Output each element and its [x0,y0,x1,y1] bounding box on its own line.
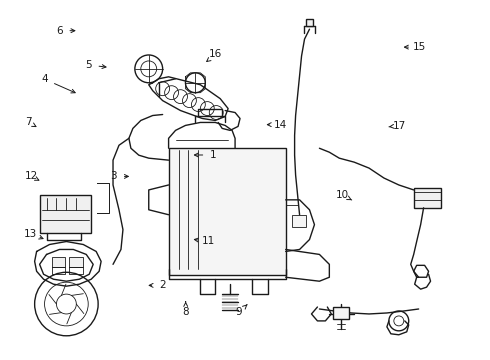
Text: 5: 5 [85,60,92,70]
Text: 16: 16 [209,49,222,59]
Text: 11: 11 [202,237,215,247]
Text: 8: 8 [182,307,189,317]
Bar [306,19,314,26]
Text: 15: 15 [413,42,426,52]
Bar [51,257,65,267]
Bar [333,307,349,319]
Text: 3: 3 [110,171,117,181]
Text: 1: 1 [210,150,217,160]
Text: 10: 10 [336,190,349,200]
Text: 17: 17 [393,121,406,131]
Text: 9: 9 [236,307,243,317]
Text: 6: 6 [56,26,63,36]
Text: 14: 14 [273,120,287,130]
Text: 7: 7 [25,117,31,127]
Text: 13: 13 [24,229,37,239]
Bar [292,215,306,227]
Text: 2: 2 [159,280,166,291]
Text: 12: 12 [24,171,38,181]
Bar [414,188,441,208]
Bar [70,257,83,267]
Text: 4: 4 [41,74,48,84]
Bar [169,148,286,275]
Bar [40,195,91,233]
